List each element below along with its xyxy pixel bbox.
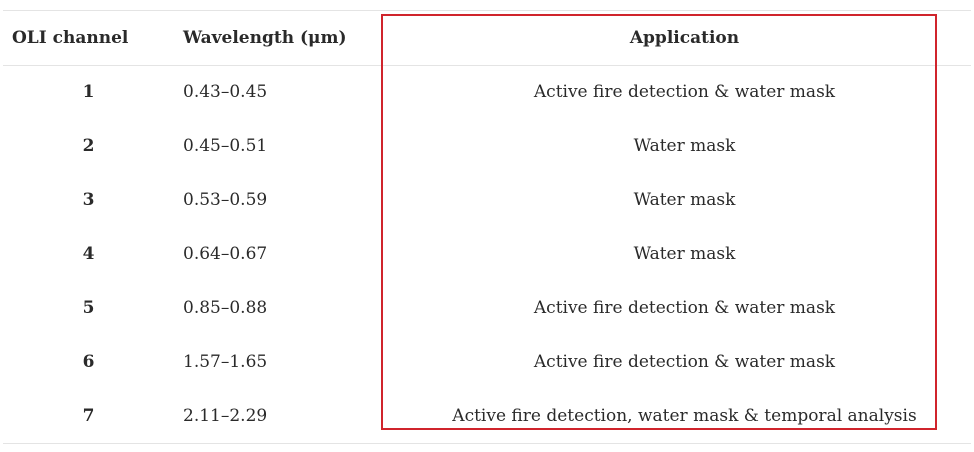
cell-channel: 7	[82, 405, 95, 426]
cell-wavelength: 0.53–0.59	[183, 190, 268, 210]
cell-wavelength: 0.43–0.45	[183, 82, 268, 103]
cell-channel: 2	[82, 136, 95, 156]
cell-application: Active fire detection & water mask	[533, 298, 836, 318]
cell-wavelength: 0.45–0.51	[183, 136, 268, 156]
cell-wavelength: 1.57–1.65	[183, 352, 268, 372]
table-row: 3 0.53–0.59 Water mask	[3, 173, 971, 227]
cell-application: Water mask	[633, 244, 736, 264]
cell-channel: 4	[82, 244, 95, 264]
cell-application: Water mask	[633, 136, 736, 156]
cell-channel: 3	[82, 190, 95, 210]
cell-wavelength: 2.11–2.29	[183, 405, 268, 426]
cell-application: Active fire detection & water mask	[533, 82, 836, 103]
cell-application: Active fire detection & water mask	[533, 352, 836, 372]
cell-channel: 5	[82, 298, 95, 318]
table-body: 1 0.43–0.45 Active fire detection & wate…	[3, 65, 971, 443]
cell-channel: 6	[82, 352, 95, 372]
table-row: 2 0.45–0.51 Water mask	[3, 119, 971, 173]
header-wavelength: Wavelength (μm)	[183, 27, 347, 48]
cell-channel: 1	[82, 82, 95, 103]
table-header: OLI channel Wavelength (μm) Application	[3, 11, 971, 65]
cell-application: Active fire detection, water mask & temp…	[452, 405, 917, 426]
table-row: 5 0.85–0.88 Active fire detection & wate…	[3, 281, 971, 335]
table-top-rule	[3, 10, 971, 11]
cell-wavelength: 0.64–0.67	[183, 244, 268, 264]
table-row: 4 0.64–0.67 Water mask	[3, 227, 971, 281]
table-row: 1 0.43–0.45 Active fire detection & wate…	[3, 65, 971, 119]
cell-application: Water mask	[633, 190, 736, 210]
table-row: 6 1.57–1.65 Active fire detection & wate…	[3, 335, 971, 389]
header-oli-channel: OLI channel	[12, 27, 129, 48]
oli-channel-table: OLI channel Wavelength (μm) Application …	[3, 11, 971, 444]
cell-wavelength: 0.85–0.88	[183, 298, 268, 318]
header-application: Application	[629, 27, 740, 48]
table-header-row: OLI channel Wavelength (μm) Application	[3, 11, 971, 65]
table-row: 7 2.11–2.29 Active fire detection, water…	[3, 389, 971, 443]
